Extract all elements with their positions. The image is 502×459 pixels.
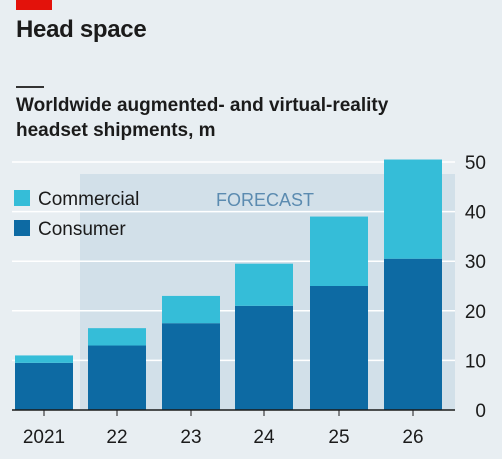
title-rule bbox=[16, 86, 44, 88]
bar-consumer-23 bbox=[162, 323, 220, 410]
bar-consumer-2021 bbox=[15, 362, 73, 410]
y-tick-label: 0 bbox=[475, 401, 486, 422]
y-tick-label: 40 bbox=[465, 203, 486, 224]
bar-commercial-22 bbox=[88, 328, 146, 346]
bar-consumer-22 bbox=[88, 345, 146, 410]
y-tick-label: 30 bbox=[465, 252, 486, 273]
x-tick-label: 26 bbox=[402, 427, 423, 448]
forecast-label: FORECAST bbox=[216, 190, 314, 210]
x-tick-label: 24 bbox=[253, 427, 275, 448]
brand-tag bbox=[16, 0, 52, 10]
subtitle-line-2: headset shipments, m bbox=[16, 120, 216, 141]
chart-subtitle: Worldwide augmented- and virtual-reality… bbox=[16, 93, 486, 143]
legend-label-consumer: Consumer bbox=[38, 219, 126, 240]
bar-commercial-25 bbox=[310, 216, 368, 286]
x-tick-label: 22 bbox=[106, 427, 127, 448]
legend-label-commercial: Commercial bbox=[38, 189, 139, 210]
bar-consumer-26 bbox=[384, 258, 442, 410]
bar-consumer-24 bbox=[235, 305, 293, 410]
x-tick-label: 2021 bbox=[23, 427, 65, 448]
bar-commercial-24 bbox=[235, 263, 293, 306]
bar-consumer-25 bbox=[310, 286, 368, 410]
bar-commercial-26 bbox=[384, 159, 442, 259]
y-tick-label: 50 bbox=[465, 153, 486, 174]
x-tick-label: 25 bbox=[328, 427, 349, 448]
legend-swatch-consumer bbox=[14, 220, 30, 236]
legend-swatch-commercial bbox=[14, 190, 30, 206]
bar-commercial-2021 bbox=[15, 355, 73, 363]
subtitle-line-1: Worldwide augmented- and virtual-reality bbox=[16, 95, 389, 116]
chart-title: Head space bbox=[16, 16, 147, 43]
y-tick-label: 10 bbox=[465, 351, 486, 372]
bar-commercial-23 bbox=[162, 295, 220, 324]
y-tick-label: 20 bbox=[465, 302, 486, 323]
x-tick-label: 23 bbox=[180, 427, 201, 448]
